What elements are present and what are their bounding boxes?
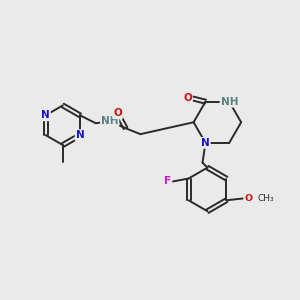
Text: NH: NH	[220, 97, 238, 107]
Text: F: F	[164, 176, 171, 187]
Text: N: N	[41, 110, 50, 120]
Text: CH₃: CH₃	[257, 194, 274, 203]
Text: O: O	[183, 93, 192, 103]
Text: N: N	[76, 130, 84, 140]
Text: O: O	[244, 194, 252, 203]
Text: NH: NH	[101, 116, 119, 126]
Text: N: N	[201, 138, 210, 148]
Text: O: O	[113, 108, 122, 118]
